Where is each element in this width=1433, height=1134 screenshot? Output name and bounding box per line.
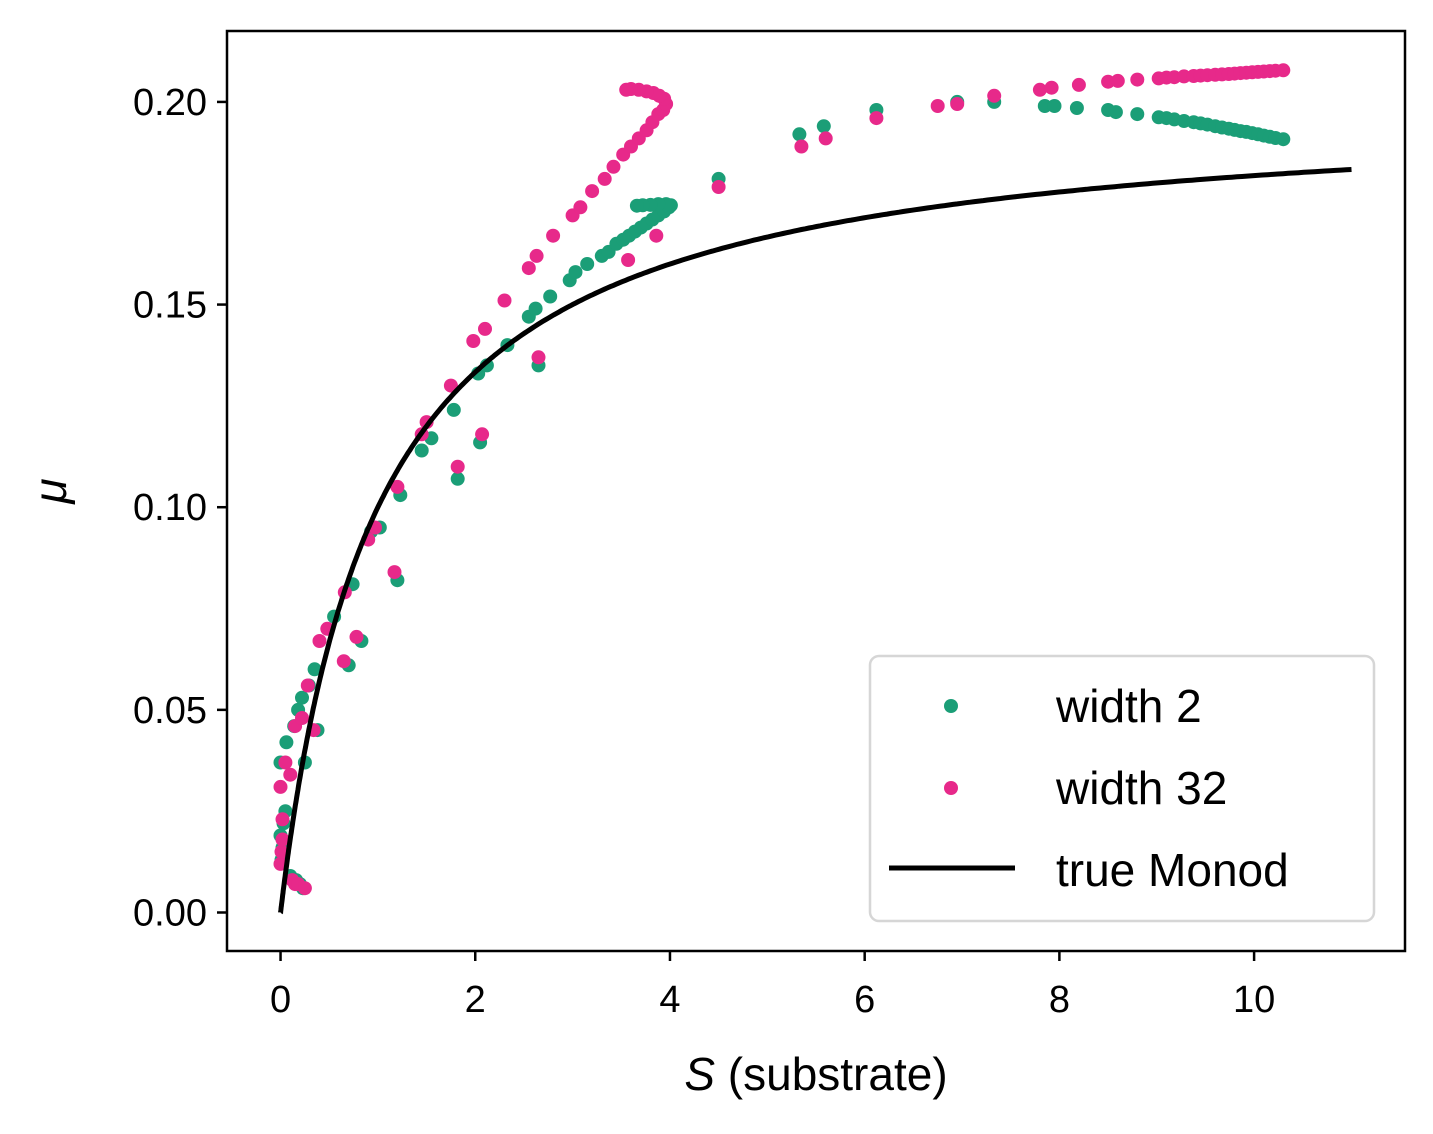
point-width-2 <box>580 257 595 271</box>
point-width-32 <box>585 184 600 199</box>
point-width-32 <box>283 767 298 782</box>
point-width-2 <box>792 127 807 142</box>
y-tick-label: 0.15 <box>133 285 207 327</box>
point-width-2 <box>450 471 465 486</box>
point-width-32 <box>711 180 726 194</box>
point-width-32 <box>649 228 664 243</box>
point-width-32 <box>1071 77 1086 92</box>
point-width-32 <box>573 200 588 215</box>
y-tick-label: 0.00 <box>133 892 207 934</box>
point-width-2 <box>568 265 583 280</box>
point-width-32 <box>606 159 621 174</box>
true-monod-line <box>278 167 1352 915</box>
point-width-32 <box>387 565 402 580</box>
point-width-32 <box>450 459 465 474</box>
point-width-32 <box>275 812 290 827</box>
y-tick-label: 0.20 <box>133 82 207 124</box>
point-width-32 <box>390 479 405 494</box>
x-tick-label: 10 <box>1233 979 1275 1021</box>
y-axis-ticks: 0.00 0.05 0.10 0.15 0.20 <box>133 82 227 934</box>
point-width-2 <box>295 690 309 705</box>
point-width-32 <box>597 171 612 186</box>
point-width-32 <box>278 755 293 770</box>
point-width-32 <box>349 629 364 644</box>
point-width-32 <box>531 350 546 365</box>
point-width-32 <box>475 427 490 442</box>
point-width-32 <box>930 99 945 113</box>
point-width-32 <box>521 261 536 276</box>
plot-area <box>273 63 1352 915</box>
point-width-32 <box>336 654 351 669</box>
point-width-2 <box>446 402 461 417</box>
point-width-32 <box>1032 82 1047 97</box>
legend: width 2 width 32 true Monod <box>868 654 1376 923</box>
point-width-2 <box>307 662 322 677</box>
point-width-32 <box>274 844 289 859</box>
point-width-32 <box>443 378 458 393</box>
point-width-32 <box>818 131 833 146</box>
point-width-32 <box>794 139 809 154</box>
point-width-32 <box>621 253 636 267</box>
point-width-2 <box>414 443 429 458</box>
point-width-32 <box>1044 80 1059 95</box>
point-width-32 <box>1130 72 1145 87</box>
legend-label-width-32: width 32 <box>1055 762 1227 814</box>
point-width-2 <box>1108 105 1123 120</box>
point-width-32 <box>312 634 327 648</box>
legend-marker-width-32 <box>944 781 958 795</box>
legend-box <box>868 654 1376 923</box>
point-width-32 <box>1110 73 1125 88</box>
point-width-32 <box>869 111 884 126</box>
point-width-2 <box>279 735 294 750</box>
x-tick-label: 6 <box>854 979 875 1021</box>
point-width-32 <box>950 97 965 111</box>
point-width-32 <box>295 711 309 725</box>
point-width-32 <box>478 321 492 336</box>
point-width-32 <box>273 779 288 794</box>
x-axis-label: S (substrate) <box>684 1048 947 1100</box>
y-tick-label: 0.10 <box>133 487 207 529</box>
point-width-2 <box>543 289 558 304</box>
point-width-32 <box>300 678 315 693</box>
point-width-2 <box>629 198 644 213</box>
y-tick-label: 0.05 <box>133 690 207 732</box>
point-width-2 <box>1069 101 1084 115</box>
point-width-2 <box>1130 107 1145 122</box>
point-width-32 <box>987 88 1002 103</box>
point-width-2 <box>528 301 543 316</box>
series-width-32 <box>273 63 1291 896</box>
x-tick-label: 8 <box>1049 979 1070 1021</box>
point-width-32 <box>529 248 544 263</box>
point-width-32 <box>297 881 312 896</box>
point-width-32 <box>466 334 481 348</box>
x-axis-label-text: (substrate) <box>715 1048 948 1100</box>
x-tick-label: 4 <box>659 979 680 1021</box>
point-width-2 <box>1276 132 1291 147</box>
y-axis-label: μ <box>24 478 76 504</box>
point-width-32 <box>1276 63 1291 78</box>
x-axis-ticks: 0 2 4 6 8 10 <box>270 951 1275 1021</box>
x-axis-label-symbol: S <box>684 1048 715 1100</box>
point-width-2 <box>1047 99 1062 113</box>
point-width-2 <box>816 119 831 134</box>
point-width-32 <box>275 832 290 847</box>
point-width-32 <box>546 228 561 243</box>
point-width-32 <box>497 293 512 308</box>
legend-label-true-monod: true Monod <box>1056 844 1289 896</box>
x-tick-label: 2 <box>465 979 486 1021</box>
x-tick-label: 0 <box>270 979 291 1021</box>
point-width-2 <box>1037 99 1052 113</box>
point-width-32 <box>619 82 634 97</box>
axes-frame <box>225 29 1407 953</box>
legend-label-width-2: width 2 <box>1055 680 1202 732</box>
legend-marker-width-2 <box>944 699 958 713</box>
